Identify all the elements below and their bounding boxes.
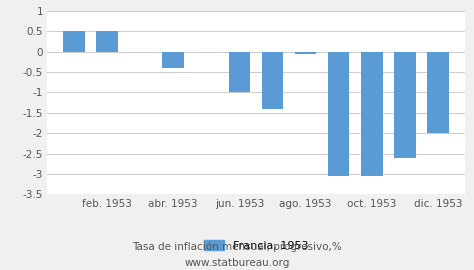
- Bar: [262, 52, 283, 109]
- Bar: [361, 52, 383, 176]
- Bar: [228, 52, 250, 92]
- Bar: [295, 52, 316, 54]
- Text: Tasa de inflación mensual, progresivo,%: Tasa de inflación mensual, progresivo,%: [132, 242, 342, 252]
- Bar: [427, 52, 449, 133]
- Bar: [394, 52, 416, 158]
- Text: www.statbureau.org: www.statbureau.org: [184, 258, 290, 268]
- Legend: Francia, 1953: Francia, 1953: [204, 240, 308, 251]
- Bar: [96, 31, 118, 52]
- Bar: [63, 31, 85, 52]
- Bar: [163, 52, 184, 68]
- Bar: [328, 52, 349, 176]
